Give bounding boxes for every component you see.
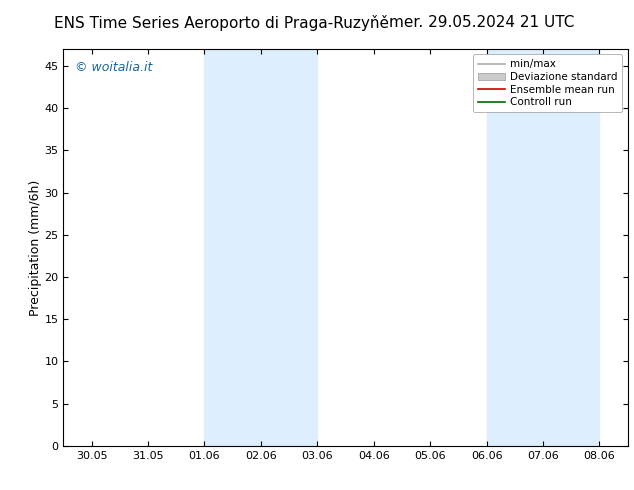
Legend: min/max, Deviazione standard, Ensemble mean run, Controll run: min/max, Deviazione standard, Ensemble m…: [474, 54, 623, 112]
Text: mer. 29.05.2024 21 UTC: mer. 29.05.2024 21 UTC: [389, 15, 574, 30]
Text: ENS Time Series Aeroporto di Praga-Ruzyňě: ENS Time Series Aeroporto di Praga-Ruzyň…: [55, 15, 389, 31]
Text: © woitalia.it: © woitalia.it: [75, 61, 152, 74]
Bar: [204, 49, 317, 446]
Bar: [487, 49, 600, 446]
Y-axis label: Precipitation (mm/6h): Precipitation (mm/6h): [29, 179, 42, 316]
